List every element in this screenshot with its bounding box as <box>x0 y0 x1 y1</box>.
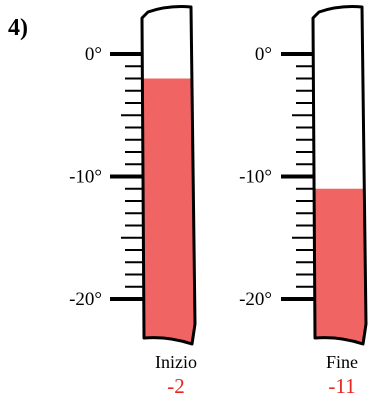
thermometer-caption: Inizio <box>155 352 197 372</box>
tube-outline <box>311 5 368 346</box>
temperature-reading: -11 <box>328 374 355 398</box>
scale-label: -20° <box>239 289 272 310</box>
liquid-column <box>313 188 366 345</box>
scale-label: -20° <box>69 289 102 310</box>
thermometers-group: 0°-10°-20°Inizio-20°-10°-20°Fine-11 <box>69 5 368 398</box>
thermometer-2: 0° -10° -20° Fine-11 <box>239 5 368 398</box>
problem-number-label: 4) <box>8 15 28 41</box>
scale-label: -10° <box>69 167 102 188</box>
scale-label: 0° <box>85 44 102 65</box>
scale-label: 0° <box>255 44 272 65</box>
scale-label: -10° <box>239 167 272 188</box>
thermometer-1: 0° -10° -20° Inizio-2 <box>69 5 197 398</box>
tube-outline <box>140 5 197 346</box>
liquid-column <box>142 78 195 345</box>
temperature-reading: -2 <box>167 374 185 398</box>
thermometer-caption: Fine <box>326 352 358 372</box>
